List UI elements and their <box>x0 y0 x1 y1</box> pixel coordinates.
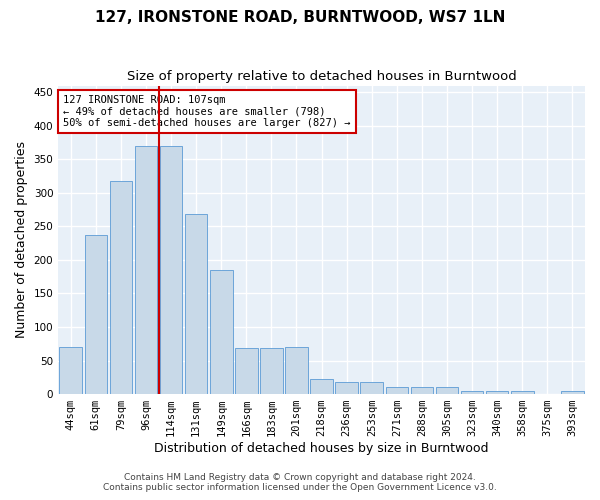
Bar <box>235 348 257 394</box>
Text: 127, IRONSTONE ROAD, BURNTWOOD, WS7 1LN: 127, IRONSTONE ROAD, BURNTWOOD, WS7 1LN <box>95 10 505 25</box>
Bar <box>260 348 283 394</box>
Title: Size of property relative to detached houses in Burntwood: Size of property relative to detached ho… <box>127 70 517 83</box>
Bar <box>561 390 584 394</box>
Bar <box>59 347 82 394</box>
Bar <box>310 380 333 394</box>
Bar <box>486 390 508 394</box>
Bar <box>160 146 182 394</box>
Bar <box>361 382 383 394</box>
Bar <box>85 235 107 394</box>
Bar <box>511 390 533 394</box>
Bar <box>436 388 458 394</box>
Bar <box>410 388 433 394</box>
Text: Contains HM Land Registry data © Crown copyright and database right 2024.
Contai: Contains HM Land Registry data © Crown c… <box>103 473 497 492</box>
X-axis label: Distribution of detached houses by size in Burntwood: Distribution of detached houses by size … <box>154 442 489 455</box>
Bar <box>110 182 132 394</box>
Bar <box>134 146 157 394</box>
Bar <box>210 270 233 394</box>
Bar <box>185 214 208 394</box>
Y-axis label: Number of detached properties: Number of detached properties <box>15 142 28 338</box>
Bar <box>461 390 484 394</box>
Bar <box>386 388 408 394</box>
Bar <box>285 347 308 394</box>
Bar <box>335 382 358 394</box>
Text: 127 IRONSTONE ROAD: 107sqm
← 49% of detached houses are smaller (798)
50% of sem: 127 IRONSTONE ROAD: 107sqm ← 49% of deta… <box>64 95 351 128</box>
